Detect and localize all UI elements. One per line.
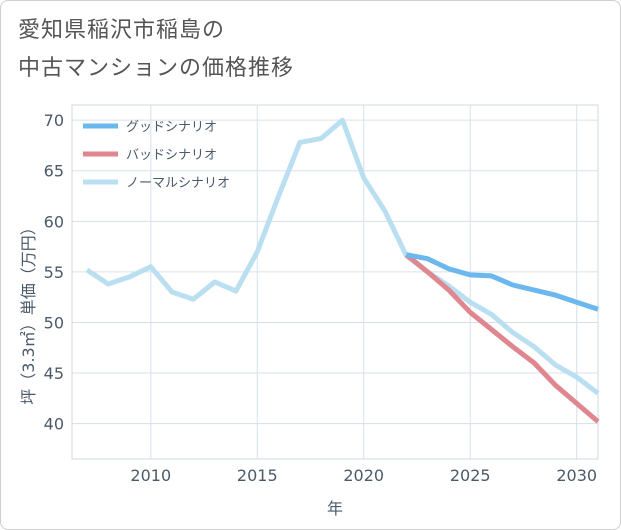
x-tick-label: 2030 bbox=[556, 466, 597, 485]
y-tick-label: 70 bbox=[44, 111, 64, 130]
legend-label: グッドシナリオ bbox=[126, 120, 217, 135]
y-tick-label: 45 bbox=[44, 364, 64, 383]
y-axis-ticks: 40 45 50 55 60 65 70 bbox=[44, 111, 64, 433]
y-axis-label: 坪（3.3㎡）単価（万円） bbox=[19, 219, 38, 404]
plot-area-border bbox=[71, 104, 599, 460]
y-tick-label: 60 bbox=[44, 212, 64, 231]
legend-label: バッドシナリオ bbox=[126, 148, 217, 163]
legend-label: ノーマルシナリオ bbox=[126, 176, 230, 191]
y-tick-label: 50 bbox=[44, 313, 64, 332]
y-tick-label: 40 bbox=[44, 415, 64, 434]
chart-title: 愛知県稲沢市稲島の 中古マンションの価格推移 bbox=[18, 12, 578, 88]
x-axis-ticks: 2010 2015 2020 2025 2030 bbox=[130, 466, 597, 485]
x-tick-label: 2015 bbox=[237, 466, 278, 485]
chart-title-line2: 中古マンションの価格推移 bbox=[18, 56, 295, 81]
series-line-3 bbox=[85, 117, 600, 396]
grid-lines bbox=[72, 105, 598, 459]
series-line-1 bbox=[405, 252, 599, 312]
x-axis-label: 年 bbox=[327, 499, 343, 518]
series-lines bbox=[85, 117, 600, 424]
chart-title-line1: 愛知県稲沢市稲島の bbox=[18, 18, 226, 43]
series-line-2 bbox=[404, 252, 600, 424]
x-tick-label: 2020 bbox=[343, 466, 384, 485]
x-tick-label: 2025 bbox=[450, 466, 491, 485]
x-tick-label: 2010 bbox=[130, 466, 171, 485]
y-tick-label: 55 bbox=[44, 263, 64, 282]
y-tick-label: 65 bbox=[44, 162, 64, 181]
